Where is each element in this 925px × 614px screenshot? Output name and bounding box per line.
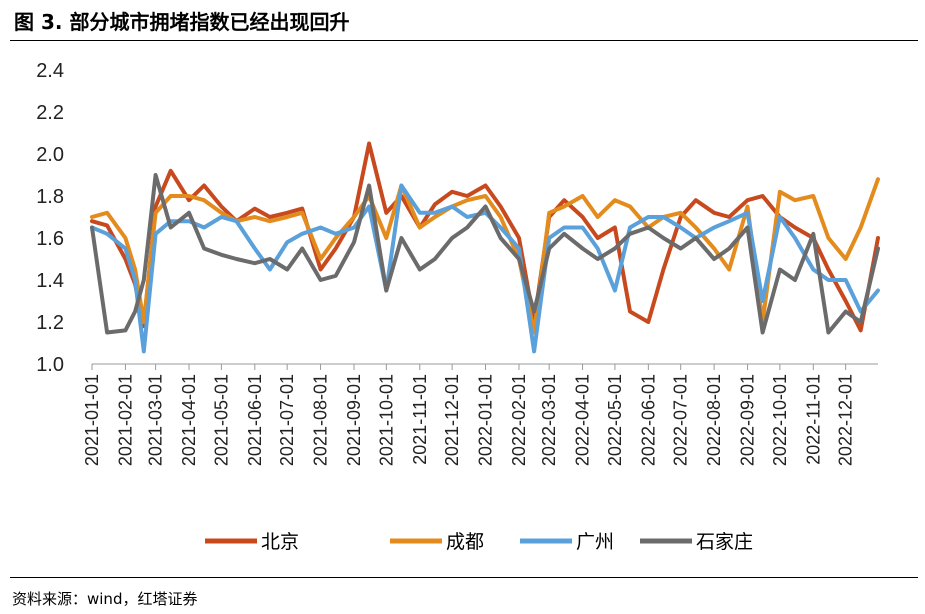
x-tick-label: 2022-09-01 bbox=[738, 374, 758, 466]
x-tick-label: 2021-11-01 bbox=[410, 374, 430, 465]
x-tick-label: 2021-12-01 bbox=[442, 374, 462, 466]
y-axis: 1.0 1.2 1.4 1.6 1.8 2.0 2.2 2.4 bbox=[36, 60, 64, 376]
x-tick-label: 2022-01-01 bbox=[476, 374, 496, 466]
footer-rule bbox=[10, 577, 918, 578]
y-tick-label: 1.2 bbox=[36, 312, 64, 334]
x-tick-label: 2022-04-01 bbox=[573, 374, 593, 466]
legend-label: 成都 bbox=[446, 531, 484, 553]
x-tick-label: 2021-01-01 bbox=[82, 374, 102, 466]
y-tick-label: 1.6 bbox=[36, 228, 64, 250]
x-tick-label: 2022-12-01 bbox=[836, 374, 856, 466]
x-tick-label: 2022-07-01 bbox=[671, 374, 691, 466]
figure-title: 图 3. 部分城市拥堵指数已经出现回升 bbox=[14, 10, 350, 34]
legend-label: 广州 bbox=[576, 531, 614, 553]
x-tick-label: 2021-09-01 bbox=[344, 374, 364, 466]
x-tick-label: 2022-05-01 bbox=[605, 374, 625, 466]
legend-label: 石家庄 bbox=[696, 531, 753, 553]
x-tick-label: 2022-06-01 bbox=[638, 374, 658, 466]
x-tick-label: 2022-03-01 bbox=[539, 374, 559, 466]
x-tick-label: 2021-07-01 bbox=[277, 374, 297, 466]
series-line bbox=[90, 177, 880, 335]
source-note: 资料来源：wind，红塔证券 bbox=[12, 590, 198, 608]
line-chart: 1.01.21.41.61.82.02.22.4 2021-01-01 2021-… bbox=[36, 60, 880, 553]
title-rule bbox=[10, 40, 918, 41]
y-tick-label: 1.8 bbox=[36, 186, 64, 208]
y-tick-label: 2.2 bbox=[36, 102, 64, 124]
plot-area bbox=[90, 141, 880, 354]
x-axis: 2021-01-01 2021-02-01 2021-03-01 2021-04-01… bbox=[82, 363, 878, 466]
y-tick-label: 1.4 bbox=[36, 270, 64, 292]
x-tick-label: 2021-06-01 bbox=[245, 374, 265, 466]
x-tick-label: 2022-11-01 bbox=[803, 374, 823, 465]
x-tick-label: 2021-03-01 bbox=[146, 374, 166, 466]
x-tick-label: 2021-04-01 bbox=[179, 374, 199, 466]
y-tick-label: 2.0 bbox=[36, 144, 64, 166]
series-line bbox=[90, 173, 880, 335]
legend-label: 北京 bbox=[261, 531, 299, 553]
x-tick-label: 2022-02-01 bbox=[509, 374, 529, 466]
x-tick-label: 2021-02-01 bbox=[115, 374, 135, 466]
x-tick-label: 2021-10-01 bbox=[376, 374, 396, 466]
x-tick-label: 2022-08-01 bbox=[704, 374, 724, 466]
x-tick-label: 2022-10-01 bbox=[770, 374, 790, 466]
series-line bbox=[90, 141, 880, 333]
x-tick-label: 2021-08-01 bbox=[311, 374, 331, 466]
y-tick-label: 1.0 bbox=[36, 354, 64, 376]
y-tick-label: 2.4 bbox=[36, 60, 64, 82]
x-tick-label: 2021-05-01 bbox=[211, 374, 231, 466]
legend: 北京 成都 广州 石家庄 bbox=[205, 531, 753, 553]
